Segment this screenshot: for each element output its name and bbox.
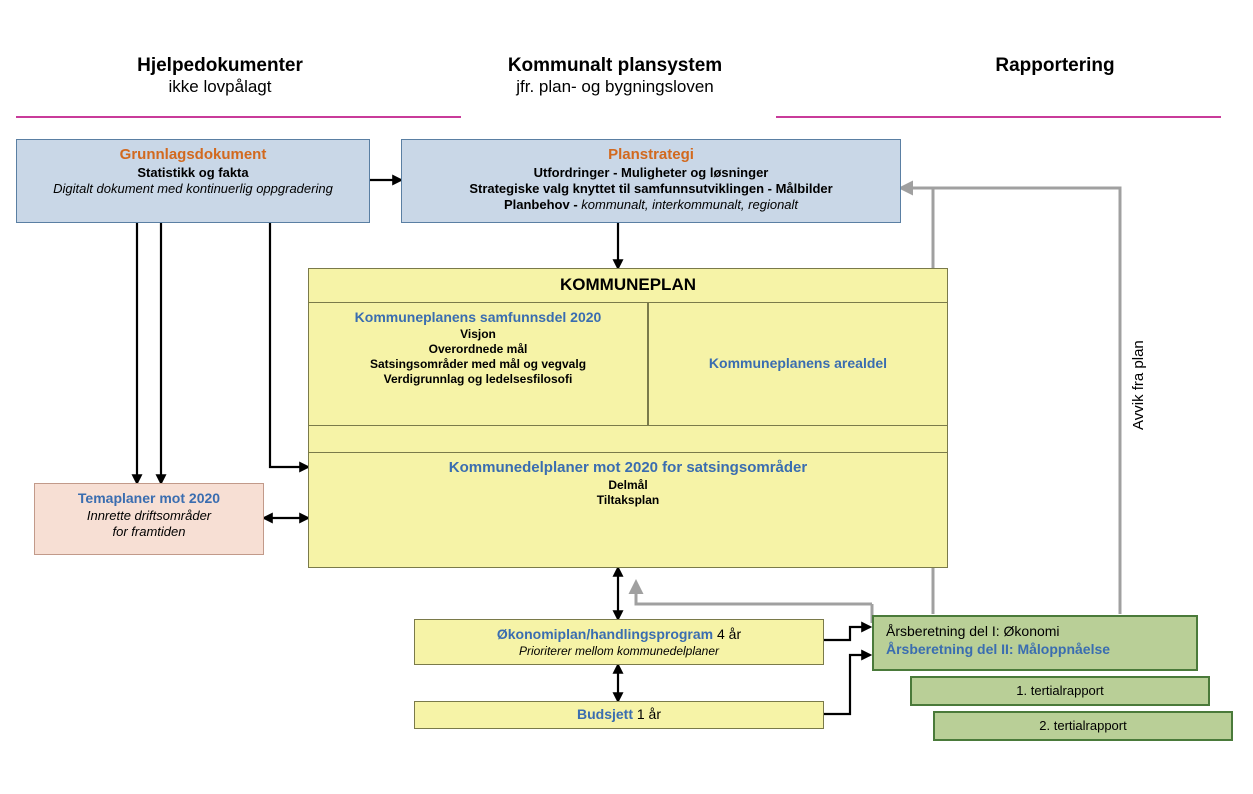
header-right: Rapportering: [925, 55, 1185, 77]
line: Planstrategi: [408, 146, 894, 165]
header-mid: Kommunalt plansystemjfr. plan- og bygnin…: [430, 55, 800, 97]
line: Innrette driftsområder: [41, 508, 257, 524]
line: for framtiden: [41, 524, 257, 540]
line: Årsberetning del II: Måloppnåelse: [886, 641, 1190, 659]
box-planstrategi: PlanstrategiUtfordringer - Muligheter og…: [401, 139, 901, 223]
line: Strategiske valg knyttet til samfunnsutv…: [408, 181, 894, 197]
line: Utfordringer - Muligheter og løsninger: [408, 165, 894, 181]
box-arealdel: Kommuneplanens arealdel: [648, 302, 948, 426]
header-left: Hjelpedokumenterikke lovpålagt: [60, 55, 380, 97]
line: Kommuneplanens arealdel: [655, 355, 941, 373]
box-okonomiplan: Økonomiplan/handlingsprogram 4 årPriorit…: [414, 619, 824, 665]
rule-right: [776, 116, 1221, 118]
box-samfunnsdel: Kommuneplanens samfunnsdel 2020VisjonOve…: [308, 302, 648, 426]
line: Kommuneplanens samfunnsdel 2020: [315, 309, 641, 327]
header-mid-subtitle: jfr. plan- og bygningsloven: [430, 77, 800, 97]
box-budsjett: Budsjett 1 år: [414, 701, 824, 729]
line: Overordnede mål: [315, 342, 641, 357]
header-mid-title: Kommunalt plansystem: [430, 55, 800, 77]
box-temaplaner: Temaplaner mot 2020Innrette driftsområde…: [34, 483, 264, 555]
box-arsberetning: Årsberetning del I: ØkonomiÅrsberetning …: [872, 615, 1198, 671]
header-left-title: Hjelpedokumenter: [60, 55, 380, 77]
line: Årsberetning del I: Økonomi: [886, 623, 1190, 641]
line: Planbehov - kommunalt, interkommunalt, r…: [408, 197, 894, 213]
arrow-9: [824, 627, 870, 640]
box-grunnlag: GrunnlagsdokumentStatistikk og faktaDigi…: [16, 139, 370, 223]
diagram-stage: Hjelpedokumenterikke lovpålagt Kommunalt …: [0, 0, 1253, 794]
arrow-10: [824, 655, 870, 714]
box-kommuneplan_header: KOMMUNEPLAN: [308, 268, 948, 302]
header-right-title: Rapportering: [925, 55, 1185, 77]
line: 1. tertialrapport: [918, 683, 1202, 699]
header-left-subtitle: ikke lovpålagt: [60, 77, 380, 97]
box-kommunedelplaner: Kommunedelplaner mot 2020 for satsingsom…: [308, 452, 948, 568]
line: Delmål: [315, 478, 941, 493]
line: Digitalt dokument med kontinuerlig oppgr…: [23, 181, 363, 197]
line: Budsjett 1 år: [421, 706, 817, 724]
box-tertial2: 2. tertialrapport: [933, 711, 1233, 741]
rule-left: [16, 116, 461, 118]
line: Prioriterer mellom kommunedelplaner: [421, 644, 817, 659]
line: Verdigrunnlag og ledelsesfilosofi: [315, 372, 641, 387]
label-avvik-fra-plan: Avvik fra plan: [1130, 340, 1147, 430]
line: Grunnlagsdokument: [23, 146, 363, 165]
box-tertial1: 1. tertialrapport: [910, 676, 1210, 706]
line: Visjon: [315, 327, 641, 342]
line: 2. tertialrapport: [941, 718, 1225, 734]
line: KOMMUNEPLAN: [314, 274, 942, 295]
line: Økonomiplan/handlingsprogram 4 år: [421, 626, 817, 644]
line: Temaplaner mot 2020: [41, 490, 257, 508]
arrow-13: [933, 188, 1120, 614]
arrow-3: [270, 223, 308, 467]
line: Tiltaksplan: [315, 493, 941, 508]
arrow-14: [636, 582, 872, 604]
line: Satsingsområder med mål og vegvalg: [315, 357, 641, 372]
line: Kommunedelplaner mot 2020 for satsingsom…: [315, 459, 941, 478]
line: Statistikk og fakta: [23, 165, 363, 181]
